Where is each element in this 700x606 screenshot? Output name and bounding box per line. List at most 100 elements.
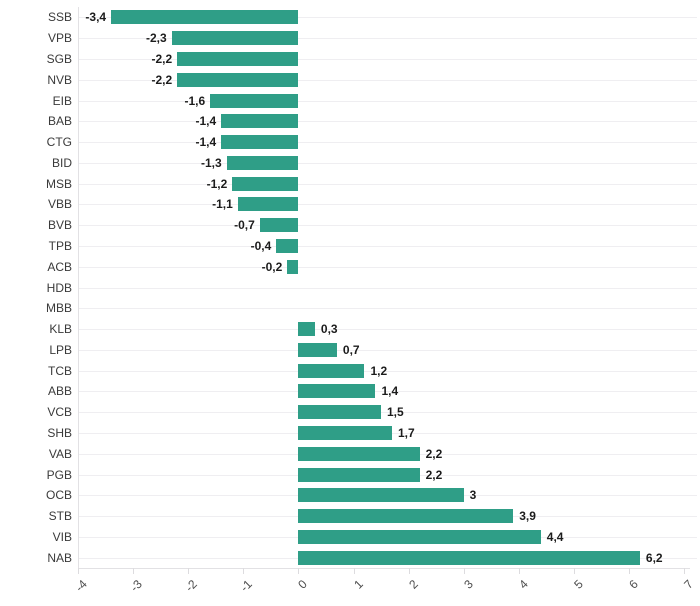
- category-label: BID: [51, 156, 72, 170]
- row-gridline: [79, 371, 697, 372]
- category-label: BVB: [47, 218, 72, 232]
- row-gridline: [79, 163, 697, 164]
- bar: [111, 10, 299, 24]
- x-axis-tick-label: 0: [295, 577, 311, 592]
- bar: [298, 322, 315, 336]
- value-label: -2,3: [146, 31, 167, 45]
- category-label: STB: [48, 509, 72, 523]
- category-label: HDB: [46, 281, 72, 295]
- bar: [171, 31, 299, 45]
- value-label: 0,3: [320, 322, 338, 336]
- bar: [237, 197, 299, 211]
- x-axis-tick: [573, 568, 575, 574]
- bar: [298, 343, 337, 357]
- x-axis-tick: [243, 568, 245, 574]
- value-label: 1,5: [387, 405, 404, 419]
- bar: [259, 218, 299, 232]
- row-gridline: [79, 142, 697, 143]
- value-label: 2,2: [425, 447, 443, 461]
- row-gridline: [79, 59, 697, 60]
- value-label: -3,4: [85, 10, 107, 24]
- row-gridline: [79, 288, 697, 289]
- value-label: -1,2: [206, 177, 228, 191]
- row-gridline: [79, 204, 697, 205]
- row-gridline: [79, 350, 697, 351]
- value-label: -1,1: [212, 197, 233, 211]
- x-axis-tick-label: 6: [626, 577, 641, 592]
- row-gridline: [79, 121, 697, 122]
- value-label: -1,3: [201, 156, 222, 170]
- row-gridline: [79, 412, 697, 413]
- category-label: TPB: [48, 239, 72, 253]
- value-label: 2,2: [425, 468, 443, 482]
- category-label: VBB: [47, 197, 72, 211]
- value-label: -1,6: [184, 94, 206, 108]
- value-label: 1,7: [398, 426, 415, 440]
- x-axis-tick-label: -2: [182, 577, 201, 595]
- row-gridline: [79, 246, 697, 247]
- row-gridline: [79, 17, 697, 18]
- value-label: -0,2: [261, 260, 283, 274]
- x-axis-tick-label: 4: [515, 577, 531, 592]
- category-label: SGB: [46, 52, 72, 66]
- row-gridline: [79, 80, 697, 81]
- value-label: 0,7: [342, 343, 360, 357]
- category-label: ACB: [47, 260, 72, 274]
- category-label: MSB: [45, 177, 72, 191]
- bar: [226, 156, 299, 170]
- bar: [287, 260, 299, 274]
- x-axis-tick-label: 1: [350, 577, 366, 592]
- bar: [276, 239, 299, 253]
- bar: [298, 405, 381, 419]
- x-axis-tick-label: 7: [681, 577, 696, 592]
- bar: [298, 488, 464, 502]
- bar: [298, 447, 420, 461]
- x-axis-tick: [628, 568, 630, 574]
- category-label: PGB: [46, 468, 72, 482]
- value-label: -0,4: [250, 239, 272, 253]
- bar: [232, 177, 299, 191]
- bar: [177, 52, 299, 66]
- x-axis-tick-label: 5: [571, 577, 586, 592]
- row-gridline: [79, 329, 697, 330]
- value-label: 3: [469, 488, 477, 502]
- bar: [298, 551, 640, 565]
- y-axis-line: [78, 7, 79, 568]
- value-label: 6,2: [645, 551, 663, 565]
- category-label: LPB: [49, 343, 72, 357]
- category-label: VCB: [47, 405, 72, 419]
- x-axis-tick: [518, 568, 520, 574]
- value-label: -2,2: [151, 52, 173, 66]
- value-label: -1,4: [195, 135, 217, 149]
- row-gridline: [79, 38, 697, 39]
- row-gridline: [79, 225, 697, 226]
- x-axis-tick-label: -3: [127, 577, 145, 595]
- bar: [210, 94, 299, 108]
- bar: [298, 364, 365, 378]
- x-axis-tick: [298, 568, 300, 574]
- x-axis-tick: [408, 568, 410, 574]
- category-label: ABB: [47, 384, 72, 398]
- value-label: -1,4: [195, 114, 217, 128]
- x-axis-tick-label: -1: [237, 577, 256, 595]
- value-label: 4,4: [546, 530, 564, 544]
- row-gridline: [79, 101, 697, 102]
- row-gridline: [79, 184, 697, 185]
- bar: [221, 114, 299, 128]
- value-label: 3,9: [519, 509, 536, 523]
- category-label: VPB: [47, 31, 72, 45]
- bar: [298, 384, 376, 398]
- bar: [298, 530, 541, 544]
- value-label: 1,4: [381, 384, 399, 398]
- x-axis-tick: [353, 568, 355, 574]
- bar: [298, 426, 393, 440]
- value-label: -2,2: [151, 73, 173, 87]
- x-axis-tick: [684, 568, 685, 574]
- category-label: NVB: [47, 73, 72, 87]
- row-gridline: [79, 308, 697, 309]
- category-label: VIB: [52, 530, 72, 544]
- bar: [221, 135, 299, 149]
- category-label: CTG: [46, 135, 72, 149]
- bar: [298, 509, 514, 523]
